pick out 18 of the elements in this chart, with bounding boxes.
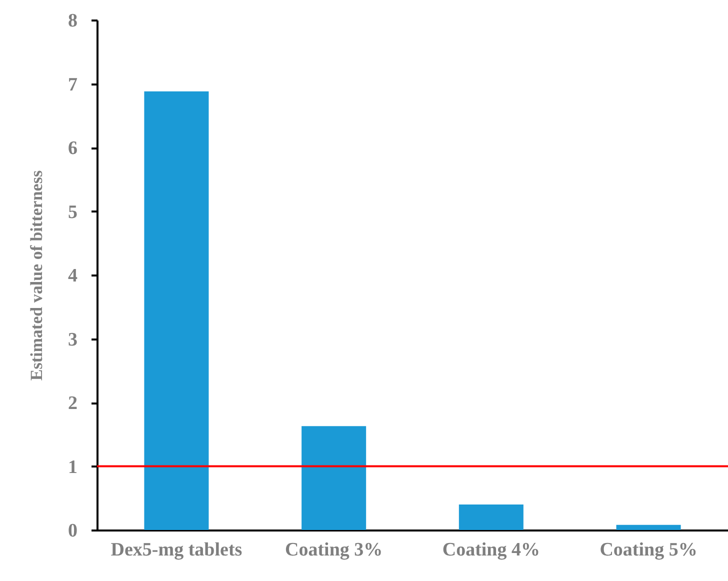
y-tick-label: 0 — [68, 520, 78, 542]
y-tick-label: 4 — [68, 266, 78, 286]
x-tick-label: Dex5-mg tablets — [110, 540, 242, 560]
y-tick-label: 6 — [68, 138, 78, 159]
x-tick-label: Coating 3% — [284, 540, 383, 560]
y-tick-label: 8 — [68, 10, 78, 32]
bar — [144, 91, 209, 530]
bar — [302, 426, 366, 530]
y-tick-label: 3 — [68, 329, 78, 350]
bar — [616, 524, 681, 530]
y-axis-title: Estimated value of bitterness — [27, 170, 46, 381]
x-tick-label: Coating 5% — [600, 540, 698, 560]
y-tick-label: 2 — [68, 393, 78, 414]
bar — [458, 504, 524, 530]
x-tick-label: Coating 4% — [442, 540, 540, 560]
y-tick-label: 7 — [68, 74, 78, 96]
y-tick-label: 1 — [68, 456, 78, 478]
y-tick-label: 5 — [68, 202, 78, 223]
